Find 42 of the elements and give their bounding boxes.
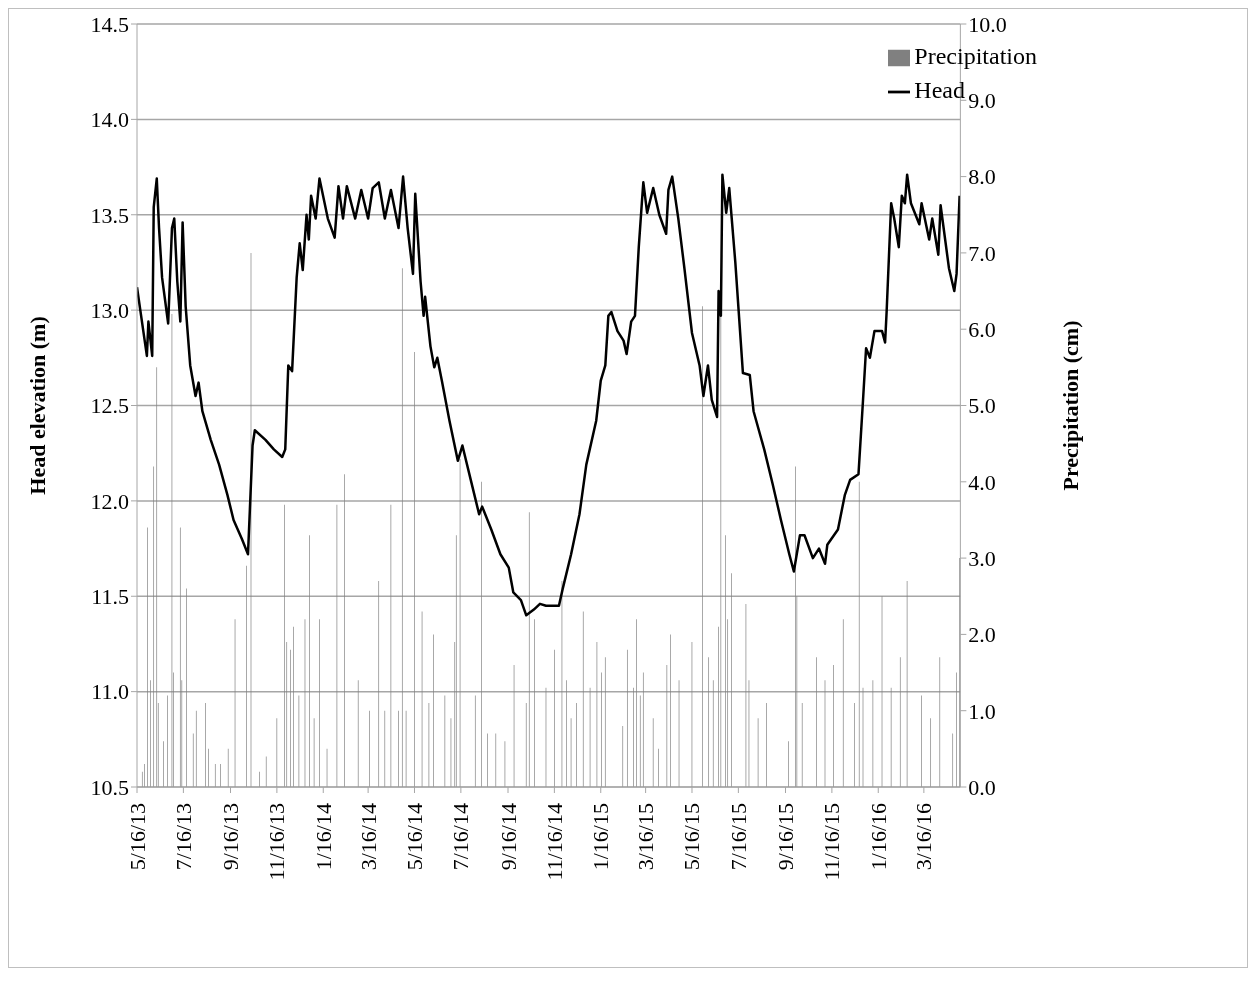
y-tick-label: 14.0	[90, 107, 129, 133]
y2-tick-label: 8.0	[968, 164, 996, 190]
x-tick-label: 3/16/14	[355, 803, 381, 871]
y2-axis-title: Precipitation (cm)	[1058, 320, 1084, 491]
y2-tick-label: 2.0	[968, 622, 996, 648]
x-tick-label: 11/16/14	[541, 803, 567, 881]
y-tick-label: 12.5	[90, 393, 129, 419]
x-tick-label: 5/16/15	[679, 803, 705, 871]
y-tick-label: 12.0	[90, 488, 129, 514]
y2-tick-label: 0.0	[968, 774, 996, 800]
x-tick-label: 5/16/13	[124, 803, 150, 871]
y2-tick-label: 4.0	[968, 469, 996, 495]
y2-tick-label: 1.0	[968, 698, 996, 724]
x-tick-label: 9/16/15	[773, 803, 798, 871]
x-tick-label: 11/16/13	[264, 803, 290, 881]
x-tick-label: 1/16/14	[310, 803, 336, 871]
x-tick-label: 3/16/16	[911, 803, 937, 871]
y2-tick-label: 7.0	[968, 240, 996, 266]
x-tick-label: 7/16/14	[448, 803, 474, 871]
x-tick-label: 5/16/14	[401, 803, 427, 871]
y-tick-label: 14.5	[90, 11, 129, 37]
legend-label: Precipitation	[914, 43, 1037, 69]
x-tick-label: 1/16/15	[588, 803, 614, 871]
x-tick-label: 11/16/15	[819, 803, 845, 881]
x-tick-label: 9/16/14	[495, 803, 521, 871]
x-tick-label: 7/16/13	[170, 803, 196, 871]
y2-tick-label: 6.0	[968, 317, 996, 343]
x-tick-label: 7/16/15	[725, 803, 751, 871]
y2-tick-label: 5.0	[968, 393, 996, 419]
y-tick-label: 13.5	[90, 202, 129, 228]
x-tick-label: 1/16/16	[865, 803, 891, 871]
y-tick-label: 11.0	[91, 679, 129, 705]
y-axis-title: Head elevation (m)	[24, 316, 50, 495]
legend-label: Head	[914, 77, 965, 103]
x-tick-label: 3/16/15	[633, 803, 659, 871]
x-tick-label: 9/16/13	[218, 803, 244, 871]
y-tick-label: 13.0	[90, 297, 129, 323]
y-tick-label: 10.5	[90, 774, 129, 800]
y2-tick-label: 9.0	[968, 88, 996, 114]
y2-tick-label: 10.0	[968, 11, 1007, 37]
y-tick-label: 11.5	[91, 584, 129, 610]
y2-tick-label: 3.0	[968, 545, 996, 571]
